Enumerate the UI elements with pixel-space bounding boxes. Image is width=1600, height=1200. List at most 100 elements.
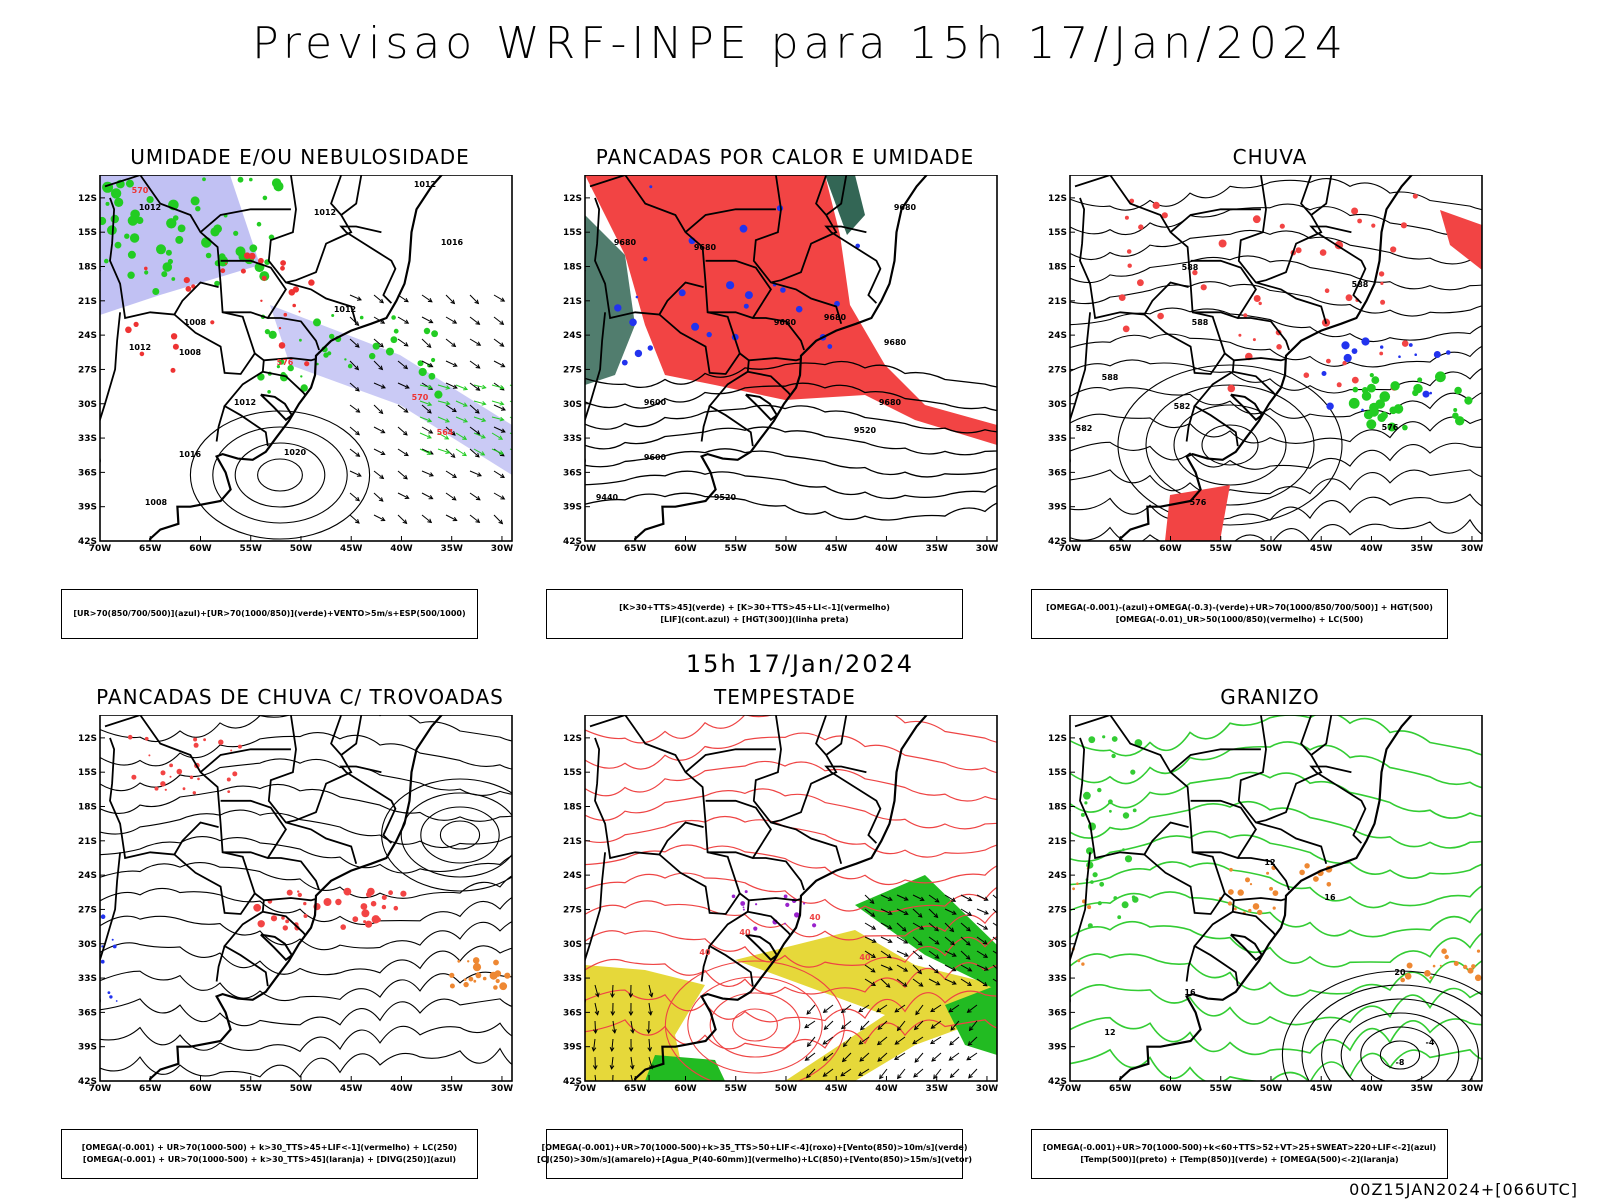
panel-umidade: UMIDADE E/OU NEBULOSIDADE 1012 1012 1012 10… — [60, 145, 540, 645]
wind-vector-head — [630, 1028, 635, 1034]
wind-arrow — [373, 448, 385, 455]
rain-red-mark — [1378, 271, 1385, 277]
wind-vector-head — [842, 1042, 848, 1048]
storm-red-mark — [227, 790, 231, 793]
rain-green-blob — [1417, 377, 1423, 383]
storm-orange-mark — [463, 978, 467, 981]
wind-vector-head — [902, 982, 908, 987]
map-frame — [584, 715, 998, 1082]
wind-arrow-head — [403, 297, 409, 303]
rain-red-mark — [1380, 281, 1384, 285]
coastline — [1119, 715, 1422, 1081]
panel-title: GRANIZO — [1220, 685, 1320, 709]
wind-vector — [648, 984, 653, 997]
storm-red-mark — [144, 736, 149, 741]
wind-vector-head — [887, 938, 893, 943]
wind-arrow-head — [450, 431, 456, 436]
contour-label: 1012 — [314, 208, 336, 217]
lat-tick-label: 27S — [78, 365, 97, 375]
hgt-contour — [585, 382, 997, 412]
wind-arrow-green-head — [517, 387, 521, 391]
storm-red-mark — [189, 775, 194, 780]
wind-vector — [912, 978, 923, 987]
rain-blue-blob — [1429, 391, 1432, 395]
wind-arrow-green-head — [498, 435, 504, 440]
omega-orange-mark — [1272, 906, 1276, 910]
high-pressure-contour — [381, 778, 512, 892]
lon-tick-label: 60W — [674, 1084, 697, 1094]
contour-label: 1008 — [145, 498, 168, 507]
forecast-time-subtitle: 15h 17/Jan/2024 — [685, 650, 915, 678]
high-pressure-contour — [420, 806, 500, 864]
wind-vector — [880, 936, 893, 943]
wind-arrow-green — [491, 432, 503, 440]
border-line — [1143, 853, 1226, 915]
wind-vector-head — [629, 1064, 635, 1070]
rain-red-area — [1165, 485, 1230, 541]
wind-vector-head — [951, 910, 957, 915]
wind-vector — [864, 894, 875, 904]
lat-tick-label: 24S — [563, 871, 582, 881]
lon-tick-label: 50W — [290, 544, 313, 554]
coastline — [634, 175, 937, 541]
wind-arrow-green-head — [427, 384, 433, 390]
humidity-green-blob — [167, 258, 173, 265]
rain-green-blob — [1369, 407, 1379, 417]
map-content: 1012 1012 1012 1016 1012 1008 1012 1008 1012 1016… — [100, 175, 521, 541]
wind-vector-head — [822, 1040, 828, 1045]
border-line — [594, 197, 704, 320]
lat-tick-label: 15S — [78, 768, 97, 778]
storm-red-mark — [148, 754, 151, 757]
storm-red-mark — [303, 901, 307, 906]
wind-vector-head — [822, 1072, 828, 1077]
wind-arrow-head — [451, 407, 457, 413]
high-pressure-contour — [400, 792, 512, 878]
jet-yellow-area — [585, 965, 705, 1081]
storm-red-mark — [376, 917, 381, 923]
wind-arrow — [469, 338, 481, 346]
omega-orange-mark — [1249, 883, 1253, 886]
wind-arrow — [349, 360, 359, 370]
thickness-red-mark — [258, 257, 264, 264]
wind-vector — [859, 1052, 870, 1062]
humidity-green-blob — [129, 233, 140, 243]
wind-arrow-green-head — [445, 400, 451, 406]
border-line — [700, 405, 711, 442]
wind-arrow — [349, 338, 360, 348]
storm-red-mark — [388, 890, 393, 896]
lon-tick-label: 70W — [574, 1084, 597, 1094]
wind-arrow-head — [426, 343, 432, 349]
rain-red-mark — [1295, 247, 1302, 254]
storm-red-mark — [193, 737, 198, 742]
wind-vector — [894, 1052, 906, 1060]
panel-legend: [OMEGA(-0.001)-(azul)+OMEGA(-0.3)-(verde… — [1031, 589, 1448, 639]
lat-tick-label: 24S — [1048, 331, 1067, 341]
temp-green-blob — [1124, 855, 1133, 863]
wind-arrow — [397, 382, 410, 389]
wind-arrow-head — [452, 516, 458, 522]
humidity-green-blob — [233, 230, 239, 236]
wind-arrow-head — [404, 494, 410, 499]
humidity-green-blob — [278, 358, 285, 365]
storm-red-mark — [400, 890, 407, 897]
wind-vector-head — [871, 938, 877, 943]
wind-vector-head — [967, 967, 973, 972]
wind-vector-head — [950, 1025, 955, 1031]
lagoa-dos-patos — [745, 393, 779, 422]
wind-vector-head — [933, 1074, 938, 1080]
border-line — [594, 737, 704, 860]
map-frame — [99, 175, 513, 542]
lat-tick-label: 30S — [78, 400, 97, 410]
storm-red-mark — [218, 739, 224, 745]
omega-orange-mark — [1467, 967, 1474, 974]
contour-label: 588 — [1352, 280, 1369, 289]
contour-label: 588 — [1102, 373, 1119, 382]
high-pressure-contour — [439, 820, 481, 850]
lat-tick-label: 36S — [1048, 1008, 1067, 1018]
omega-orange-mark — [1453, 961, 1459, 966]
lat-tick-label: 27S — [1048, 365, 1067, 375]
lat-tick-label: 39S — [78, 503, 97, 513]
thickness-red-mark — [170, 333, 178, 340]
wind-vector-head — [913, 1072, 919, 1078]
